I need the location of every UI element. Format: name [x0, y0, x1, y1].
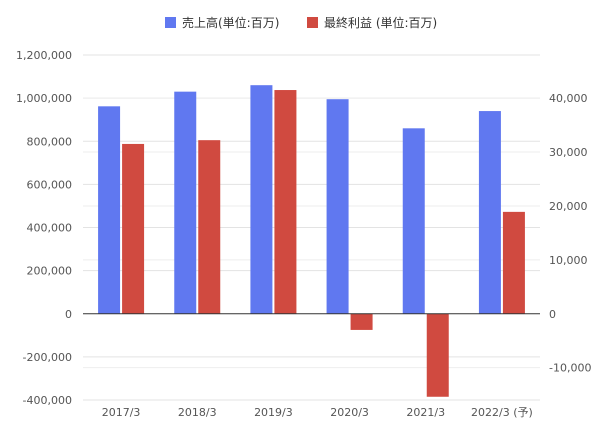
- right-y-axis: 40,000 30,000 20,000 10,000 0 -10,000: [549, 92, 591, 375]
- sales-bar: [478, 111, 501, 314]
- x-tick-label: 2020/3: [330, 406, 369, 419]
- left-tick-label: 600,000: [27, 178, 73, 191]
- legend-swatch: [307, 17, 318, 28]
- left-tick-label: 200,000: [27, 265, 73, 278]
- sales-bar: [326, 99, 349, 314]
- right-tick-label: 20,000: [549, 200, 588, 213]
- right-tick-label: -10,000: [549, 362, 591, 375]
- left-y-axis: 1,200,000 1,000,000 800,000 600,000 400,000 2…: [16, 49, 72, 407]
- x-tick-label: 2021/3: [406, 406, 445, 419]
- profit-bar: [274, 90, 297, 314]
- x-tick-label: 2022/3 (予): [471, 406, 533, 419]
- right-tick-label: 40,000: [549, 92, 588, 105]
- legend-label: 最終利益 (単位:百万): [324, 15, 437, 30]
- sales-bar: [174, 91, 197, 314]
- left-tick-label: 1,000,000: [16, 92, 72, 105]
- profit-bar: [198, 140, 221, 314]
- legend-swatch: [165, 17, 176, 28]
- sales-bar: [250, 85, 273, 314]
- left-tick-label: 400,000: [27, 222, 73, 235]
- x-tick-label: 2019/3: [254, 406, 293, 419]
- right-tick-label: 10,000: [549, 254, 588, 267]
- left-tick-label: 1,200,000: [16, 49, 72, 62]
- left-tick-label: -400,000: [23, 394, 72, 407]
- profit-bar: [426, 313, 449, 397]
- right-tick-label: 30,000: [549, 146, 588, 159]
- x-tick-label: 2017/3: [102, 406, 141, 419]
- x-tick-label: 2018/3: [178, 406, 217, 419]
- left-tick-label: 0: [65, 308, 72, 321]
- gridlines: [83, 54, 540, 401]
- bars: [98, 85, 525, 397]
- sales-bar: [98, 106, 121, 314]
- profit-bar: [502, 211, 525, 314]
- legend-label: 売上高(単位:百万): [182, 15, 279, 30]
- right-tick-label: 0: [549, 308, 556, 321]
- left-tick-label: -200,000: [23, 351, 72, 364]
- sales-bar: [402, 128, 425, 314]
- x-axis: 2017/3 2018/3 2019/3 2020/3 2021/3 2022/3 (予): [102, 406, 533, 419]
- legend: 売上高(単位:百万) 最終利益 (単位:百万): [165, 15, 437, 30]
- left-tick-label: 800,000: [27, 135, 73, 148]
- profit-bar: [350, 313, 373, 330]
- profit-bar: [122, 143, 145, 314]
